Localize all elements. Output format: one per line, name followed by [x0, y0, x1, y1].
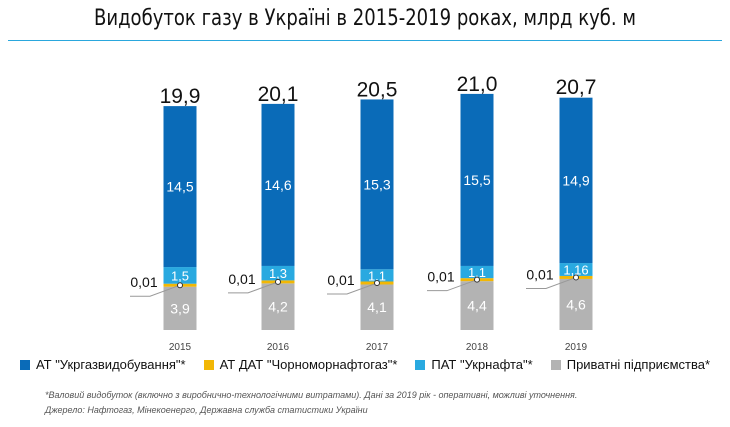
total-label: 21,0	[457, 73, 498, 96]
legend-label: ПАТ "Укрнафта"*	[431, 357, 533, 372]
data-label: 14,6	[264, 177, 291, 193]
x-tick-label: 2015	[169, 342, 192, 353]
bar-segment	[360, 269, 394, 282]
leader-dot	[177, 282, 183, 289]
x-tick-label: 2019	[565, 342, 588, 353]
legend-label: АТ ДАТ "Чорноморнафтогаз"*	[219, 357, 398, 372]
x-tick-label: 2017	[366, 342, 389, 353]
bar-segment	[261, 283, 295, 330]
data-label: 1,1	[368, 268, 386, 283]
leader-line	[327, 282, 378, 295]
bar-segment	[261, 265, 295, 281]
data-label-small: 0,01	[427, 269, 454, 285]
bar-segment	[360, 284, 394, 330]
bar-segment	[460, 265, 494, 279]
leader-dot	[374, 279, 380, 286]
bar-segment	[460, 93, 494, 266]
legend-label: АТ "Укргазвидобування"*	[35, 357, 186, 372]
leader-dot	[275, 278, 281, 285]
total-label: 19,9	[160, 85, 201, 108]
legend-swatch	[19, 359, 30, 370]
data-label: 4,2	[268, 299, 288, 315]
bar-segment	[559, 263, 593, 276]
data-label: 1,3	[269, 266, 287, 281]
leader-dot	[573, 274, 579, 281]
legend-swatch	[415, 359, 426, 370]
data-label: 1,1	[468, 265, 486, 280]
legend-swatch	[550, 359, 561, 370]
leader-line	[427, 279, 478, 292]
source-note: Джерело: Нафтогаз, Мінекоенерго, Державн…	[45, 405, 368, 415]
legend-item: АТ ДАТ "Чорноморнафтогаз"*	[203, 357, 398, 372]
legend-label: Приватні підприємства*	[566, 357, 711, 372]
x-tick-label: 2016	[267, 342, 290, 353]
legend-item: АТ "Укргазвидобування"*	[19, 357, 186, 372]
data-label: 4,6	[566, 296, 586, 312]
bar-segment	[163, 286, 197, 330]
data-label: 4,1	[367, 299, 387, 315]
legend-swatch	[203, 359, 214, 370]
data-label-small: 0,01	[130, 274, 157, 290]
chart-title: Видобуток газу в Україні в 2015-2019 рок…	[93, 6, 637, 31]
total-label: 20,1	[258, 83, 299, 106]
data-label: 3,9	[170, 300, 190, 316]
bar-segment	[163, 267, 197, 284]
data-label-small: 0,01	[327, 272, 354, 288]
leader-line	[228, 281, 279, 294]
data-label: 15,3	[363, 176, 390, 192]
data-label-small: 0,01	[526, 266, 553, 282]
leader-dot	[474, 276, 480, 283]
total-label: 20,5	[357, 78, 398, 101]
data-label-small: 0,01	[228, 271, 255, 287]
bar-segment	[163, 106, 197, 268]
bar-segment	[460, 281, 494, 330]
bar-segment	[559, 97, 593, 264]
footnote: *Валовий видобуток (включно з виробнично…	[45, 390, 578, 400]
leader-line	[130, 284, 181, 297]
data-label: 1,5	[171, 268, 189, 283]
data-label: 1,16	[563, 263, 588, 278]
total-label: 20,7	[556, 76, 597, 99]
title-divider	[8, 40, 722, 41]
bar-segment	[559, 278, 593, 330]
legend-item: ПАТ "Укрнафта"*	[415, 357, 533, 372]
legend: АТ "Укргазвидобування"* АТ ДАТ "Чорноморн…	[0, 357, 730, 372]
x-tick-label: 2018	[466, 342, 489, 353]
data-label: 15,5	[463, 172, 490, 188]
data-label: 14,9	[562, 172, 589, 188]
bar-segment	[261, 103, 295, 266]
leader-line	[526, 276, 577, 289]
data-label: 4,4	[467, 298, 487, 314]
bar-segment	[360, 99, 394, 270]
data-label: 14,5	[166, 179, 193, 195]
legend-item: Приватні підприємства*	[550, 357, 711, 372]
